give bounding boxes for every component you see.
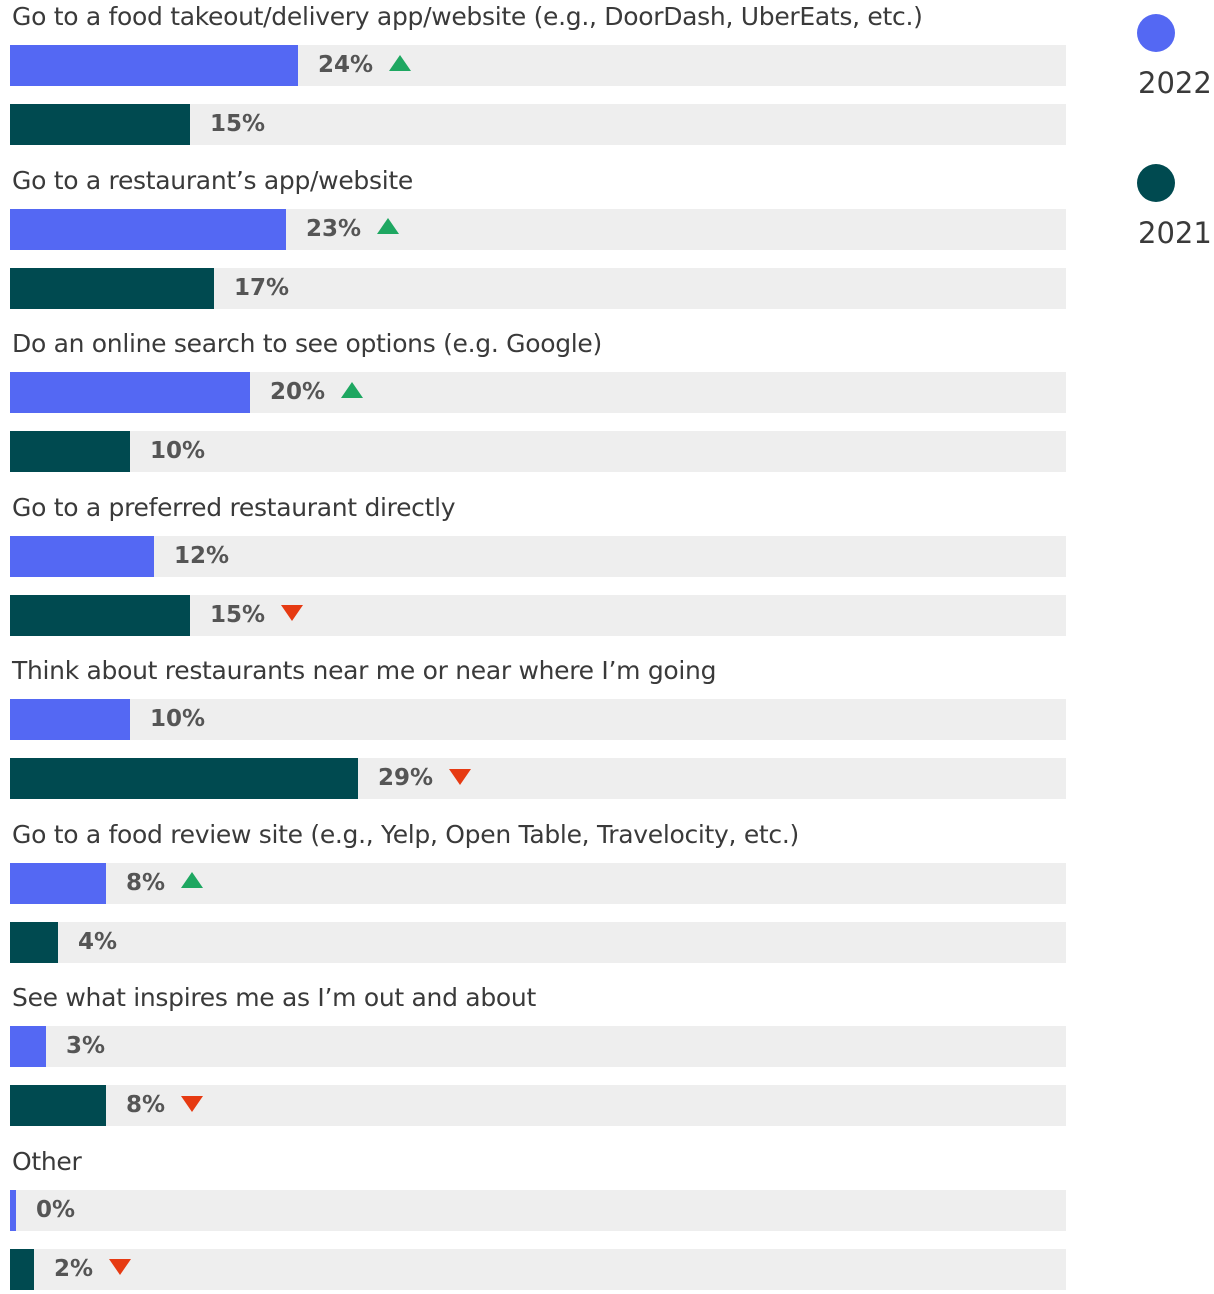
value-text: 4% [78, 928, 118, 955]
triangle-up-icon [181, 872, 204, 888]
bar-track: 10% [10, 431, 1066, 472]
value-text: 17% [234, 274, 290, 301]
bar-2021 [10, 1248, 34, 1290]
bar-2022 [10, 1026, 46, 1067]
value-text: 20% [270, 379, 326, 405]
value-label: 17% [234, 268, 289, 309]
value-label: 15% [210, 104, 265, 145]
triangle-down-icon [109, 1259, 132, 1275]
category-label: See what inspires me as I’m out and abou… [12, 983, 536, 1012]
triangle-down-icon [449, 768, 472, 785]
value-text: 8% [126, 869, 166, 896]
bar-2022 [10, 208, 286, 250]
triangle-down-icon [181, 1095, 204, 1112]
category-label: Go to a preferred restaurant directly [12, 492, 456, 522]
bar-track: 0% [10, 1189, 1066, 1231]
value-label: 0% [36, 1190, 75, 1231]
bar-track: 15% [10, 594, 1066, 636]
bar-track: 15% [10, 104, 1066, 145]
bar-2021 [10, 104, 190, 145]
bar-2021 [10, 1085, 106, 1126]
value-label: 3% [66, 1026, 105, 1067]
bar-track: 29% [10, 758, 1066, 799]
bar-track: 8% [10, 1085, 1066, 1126]
bar-2022 [10, 535, 154, 577]
bar-track: 17% [10, 267, 1066, 309]
bar-chart: Go to a food takeout/delivery app/websit… [10, 2, 1066, 1290]
value-label: 2% [54, 1249, 132, 1290]
bar-track: 4% [10, 921, 1066, 963]
bar-track: 20% [10, 372, 1066, 413]
bar-track: 2% [10, 1248, 1066, 1290]
value-text: 10% [150, 706, 206, 732]
legend-label-2022: 2022 [1138, 66, 1212, 100]
bar-track: 8% [10, 862, 1066, 904]
bar-2022 [10, 862, 106, 904]
bar-2022 [10, 45, 298, 86]
triangle-up-icon [389, 54, 412, 71]
bar-2021 [10, 267, 214, 309]
value-text: 15% [210, 601, 266, 628]
value-text: 8% [126, 1092, 166, 1118]
bar-2021 [10, 758, 358, 799]
value-label: 29% [378, 758, 472, 799]
category-label: Go to a restaurant’s app/website [12, 165, 413, 195]
bar-track: 3% [10, 1026, 1066, 1067]
bar-2022 [10, 372, 250, 413]
bar-2021 [10, 921, 58, 963]
value-text: 10% [150, 438, 206, 464]
value-label: 24% [318, 45, 412, 86]
value-label: 10% [150, 431, 205, 472]
value-label: 23% [306, 209, 400, 250]
value-text: 12% [174, 542, 230, 569]
triangle-up-icon [377, 218, 400, 234]
category-label: Go to a food takeout/delivery app/websit… [12, 2, 923, 31]
value-label: 4% [78, 922, 117, 963]
value-label: 12% [174, 536, 229, 577]
category-label: Think about restaurants near me or near … [12, 656, 717, 685]
value-label: 8% [126, 1085, 204, 1126]
value-label: 15% [210, 595, 304, 636]
bar-track: 10% [10, 699, 1066, 740]
bar-track: 24% [10, 45, 1066, 86]
category-label: Go to a food review site (e.g., Yelp, Op… [12, 819, 799, 849]
bar-track: 12% [10, 535, 1066, 577]
value-label: 20% [270, 372, 364, 413]
bar-2022 [10, 699, 130, 740]
bar-track: 23% [10, 208, 1066, 250]
value-text: 2% [54, 1255, 94, 1282]
bar-2022 [10, 1189, 16, 1231]
triangle-down-icon [281, 605, 304, 621]
value-text: 24% [318, 52, 374, 78]
value-text: 15% [210, 111, 266, 137]
value-text: 0% [36, 1196, 76, 1223]
category-label: Do an online search to see options (e.g.… [12, 329, 602, 358]
legend-swatch-2022 [1137, 14, 1175, 52]
bar-2021 [10, 594, 190, 636]
triangle-up-icon [341, 381, 364, 398]
legend-label-2021: 2021 [1138, 216, 1212, 250]
value-text: 23% [306, 215, 362, 242]
value-text: 29% [378, 765, 434, 791]
value-text: 3% [66, 1033, 106, 1059]
bar-2021 [10, 431, 130, 472]
value-label: 10% [150, 699, 205, 740]
value-label: 8% [126, 863, 204, 904]
category-label: Other [12, 1146, 82, 1176]
legend-swatch-2021 [1137, 164, 1175, 202]
